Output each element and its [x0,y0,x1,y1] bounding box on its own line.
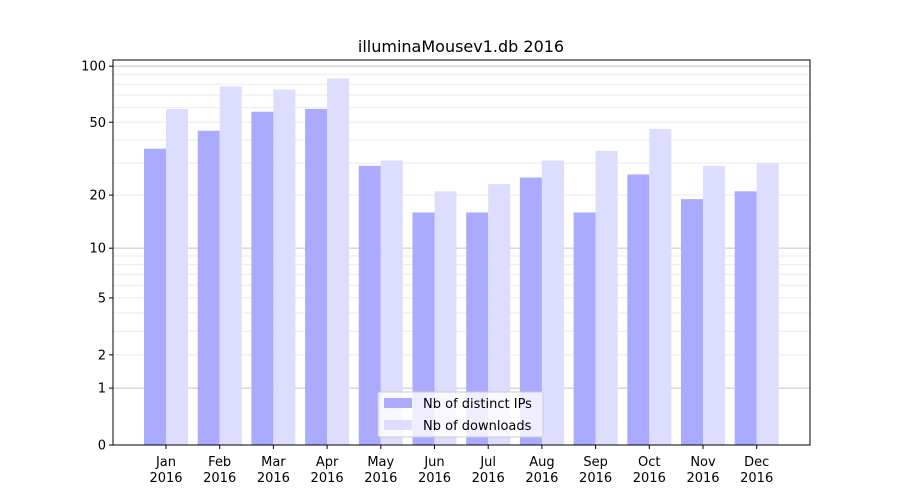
x-tick-label: Feb [208,455,231,470]
x-tick-label: 2016 [311,471,344,486]
bar-ips [681,199,703,445]
x-tick-label: Nov [690,455,716,470]
x-tick-label: 2016 [364,471,397,486]
x-tick-label: 2016 [257,471,290,486]
bar-ips [251,111,274,446]
y-tick-label: 5 [98,291,106,306]
bar-downloads [166,108,188,445]
x-tick-label: May [367,455,394,470]
bar-downloads [595,150,618,445]
bar-ips [734,191,757,445]
bar-ips [197,130,220,445]
bar-downloads [703,165,725,445]
x-axis: Jan2016Feb2016Mar2016Apr2016May2016Jun20… [149,445,773,486]
y-tick-label: 20 [89,189,106,204]
x-tick-label: 2016 [686,471,719,486]
legend-swatch-ips [384,398,412,408]
bar-downloads [273,89,296,445]
x-tick-label: Sep [583,455,608,470]
bar-ips [627,174,650,446]
x-tick-label: Jan [155,455,176,470]
x-tick-label: 2016 [633,471,666,486]
legend-swatch-downloads [384,420,412,430]
y-tick-label: 50 [89,116,106,131]
bar-ips [573,212,596,445]
x-tick-label: 2016 [472,471,505,486]
bar-ips [466,212,489,445]
plot-frame [112,59,811,446]
x-tick-label: Apr [316,455,339,470]
bar-downloads [649,128,672,445]
x-tick-label: 2016 [149,471,182,486]
bars [144,78,779,446]
bar-ips [358,165,381,445]
x-tick-label: Aug [529,455,554,470]
x-tick-label: 2016 [203,471,236,486]
y-axis: 0 1 2 5 10 20 50 100 [81,60,113,454]
legend: Nb of distinct IPs Nb of downloads [377,391,544,438]
bar-downloads [434,191,457,445]
y-tick-label: 0 [98,439,106,454]
x-tick-label: Mar [261,455,286,470]
y-tick-label: 100 [81,60,106,75]
bar-downloads [327,78,350,446]
chart-title: illuminaMousev1.db 2016 [358,37,564,56]
x-tick-label: 2016 [525,471,558,486]
legend-label-ips: Nb of distinct IPs [423,397,532,412]
x-tick-label: Jun [423,455,444,470]
x-tick-label: Jul [479,455,496,470]
x-tick-label: 2016 [740,471,773,486]
y-tick-label: 10 [89,242,106,257]
y-tick-label: 2 [98,348,106,363]
bar-downloads [380,160,403,445]
bar-ips [144,148,166,446]
y-tick-label: 1 [98,382,106,397]
x-tick-label: 2016 [418,471,451,486]
bar-ips [519,177,542,445]
x-tick-label: 2016 [579,471,612,486]
bar-downloads [756,163,779,446]
bar-ips [412,212,435,445]
bar-downloads [541,160,564,445]
bar-downloads [488,184,511,445]
bar-downloads [219,86,242,445]
bar-ips [305,108,328,445]
x-tick-label: Dec [744,455,769,470]
legend-label-downloads: Nb of downloads [423,419,532,434]
x-tick-label: Oct [638,455,660,470]
